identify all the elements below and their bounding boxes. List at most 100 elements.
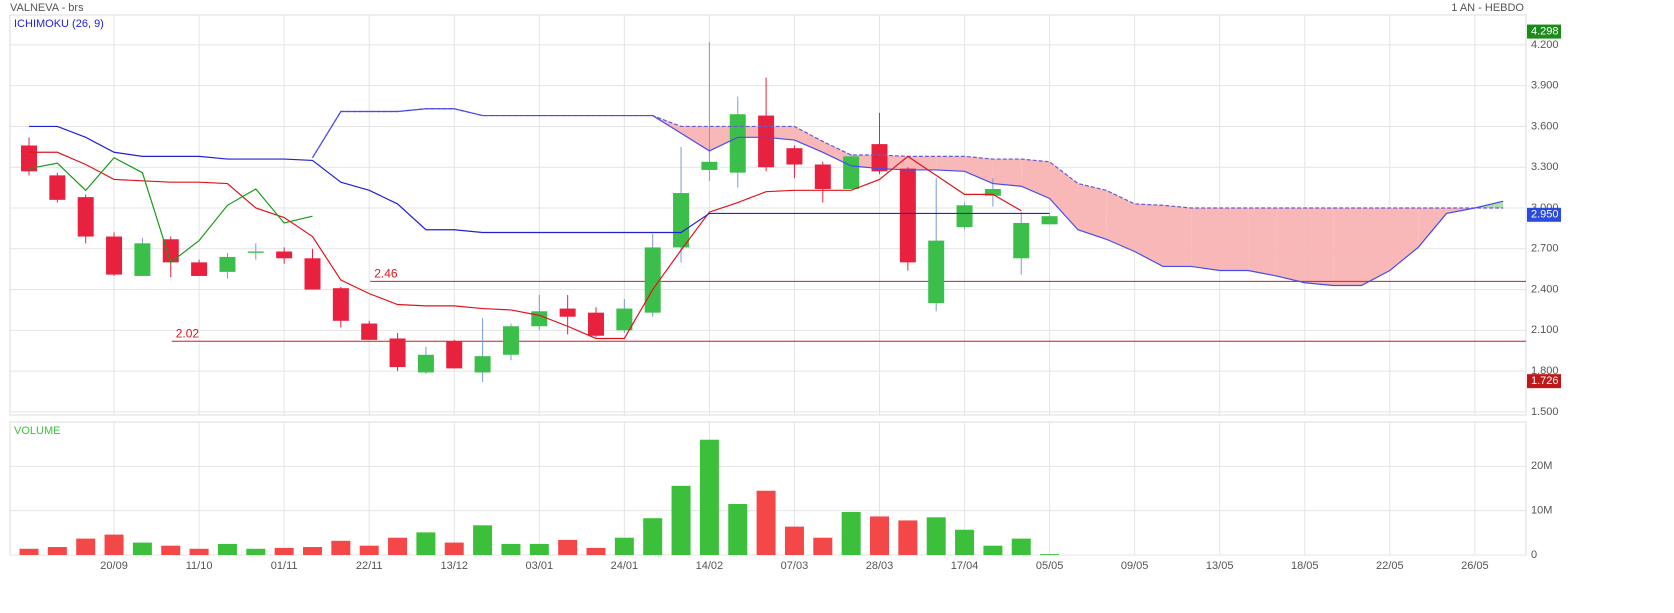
x-tick-label: 03/01 [526,560,554,572]
y-tick-label: 1.800 [1531,365,1559,377]
candle-body [531,311,548,327]
cloud [1106,190,1135,252]
level-label: 2.02 [176,326,200,340]
candle-body [984,188,1001,196]
y-tick-label: 2.700 [1531,243,1559,255]
y-tick-label: 10M [1531,505,1552,517]
volume-bar [870,516,889,555]
cloud [1191,208,1220,271]
volume-bar [104,534,124,555]
cloud [1276,208,1305,283]
candle-body [871,144,888,172]
volume-bar [955,529,975,555]
candle-body [758,115,775,168]
cloud [1163,205,1192,267]
cloud [1361,208,1390,286]
volume-bar [671,485,691,555]
volume-bar [643,518,663,555]
price-tag [1527,207,1561,222]
period: 1 AN - HEBDO [1451,2,1524,14]
x-tick-label: 14/02 [696,560,724,572]
cloud [1021,159,1050,199]
candle-body [219,256,236,272]
cloud [681,126,710,151]
candle-body [191,262,208,276]
candle-body [729,114,746,173]
candle-body [673,193,690,248]
x-tick-label: 22/05 [1376,560,1404,572]
volume-bar [388,537,408,555]
x-tick-label: 07/03 [781,560,809,572]
volume-bar [1040,554,1060,555]
candle-body [474,356,491,373]
candle-body [956,205,973,228]
y-tick-label: 20M [1531,460,1552,472]
candle-body [814,164,831,189]
y-tick-label: 3.300 [1531,161,1559,173]
volume-bar [501,543,521,555]
volume-bar [217,543,237,555]
x-tick-label: 22/11 [356,560,383,572]
x-tick-label: 18/05 [1291,560,1319,572]
volume-bar [1011,538,1031,555]
candle-body [446,341,463,369]
x-tick-label: 28/03 [866,560,894,572]
volume-bar [529,543,549,555]
volume-bar [614,537,634,555]
indicator-label: ICHIMOKU (26, 9) [14,18,104,30]
chart-title: VALNEVA - brs [10,2,84,14]
cloud [1219,208,1249,271]
volume-bar [47,547,67,555]
candle-body [786,148,803,165]
volume-bar [246,548,266,555]
price-tag [1527,374,1561,389]
x-tick-label: 24/01 [611,560,639,572]
volume-bar [473,525,493,555]
cloud [1077,183,1107,240]
candle-body [417,354,434,373]
y-tick-label: 3.600 [1531,120,1559,132]
price-tag-label: 4.298 [1531,25,1559,37]
price-tag-label: 1.726 [1531,375,1559,387]
volume-bar [19,548,39,555]
volume-bar [274,547,294,555]
volume-bar [841,511,861,555]
cloud [1389,208,1419,271]
volume-bar [331,540,351,555]
candle-body [106,236,123,275]
candle-body [162,239,179,263]
y-tick-label: 3.900 [1531,80,1559,92]
x-tick-label: 20/09 [100,560,128,572]
candle-body [616,308,633,331]
indicator-line [311,108,1504,287]
volume-bar [444,542,464,555]
candle-body [77,197,94,237]
level-label: 2.46 [374,267,398,281]
x-tick-label: 01/11 [271,560,298,572]
volume-bar [898,520,918,555]
cloud [1418,208,1447,248]
volume-bar [161,545,181,555]
price-tag-label: 2.950 [1531,209,1559,221]
price-panel [9,14,1527,416]
cloud [964,156,993,184]
y-tick-label: 2.100 [1531,324,1559,336]
cloud [794,126,823,153]
candle-body [389,338,406,368]
volume-bar [813,537,833,555]
candle-body [899,168,916,263]
x-tick-label: 11/10 [186,560,213,572]
candle-body [1013,222,1030,259]
volume-bar [586,547,606,555]
volume-bar [132,542,152,555]
candle-body [928,240,945,304]
volume-bar [416,532,436,555]
x-tick-label: 17/04 [951,560,979,572]
candle-body [49,175,66,200]
volume-bar [756,490,776,555]
candle-body [644,247,661,313]
y-tick-label: 2.400 [1531,283,1559,295]
